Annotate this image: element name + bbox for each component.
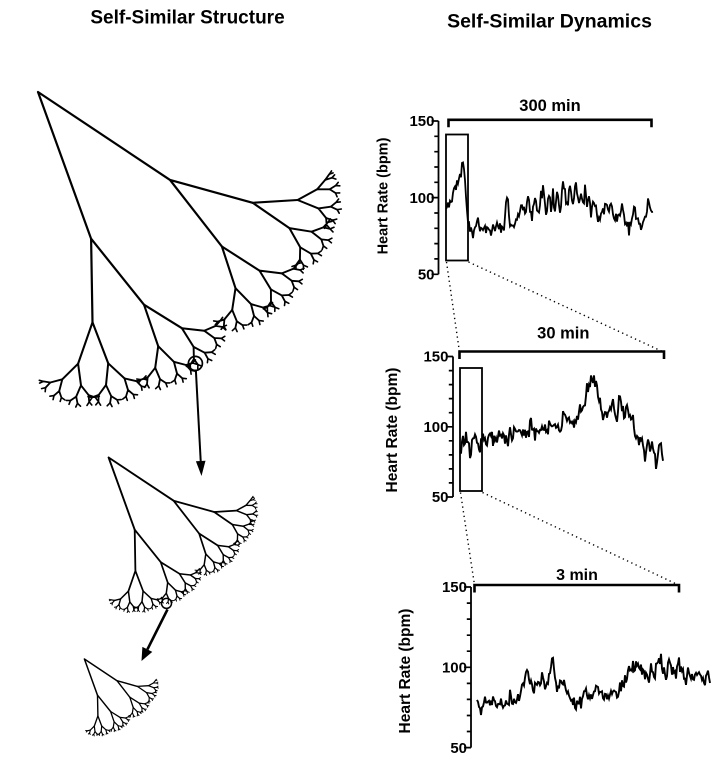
svg-text:50: 50 [418, 267, 435, 284]
svg-text:100: 100 [442, 660, 467, 677]
svg-text:3 min: 3 min [556, 567, 598, 584]
svg-text:Self-Similar Dynamics: Self-Similar Dynamics [447, 11, 652, 33]
svg-text:150: 150 [409, 113, 434, 130]
svg-text:Heart Rate (bpm): Heart Rate (bpm) [376, 137, 392, 254]
svg-text:300 min: 300 min [519, 97, 580, 115]
svg-text:100: 100 [409, 190, 434, 207]
svg-text:Self-Similar Structure: Self-Similar Structure [90, 7, 284, 28]
svg-text:Heart Rate (bpm): Heart Rate (bpm) [397, 609, 414, 734]
svg-text:50: 50 [450, 740, 467, 757]
svg-text:100: 100 [423, 419, 448, 436]
svg-text:150: 150 [442, 579, 467, 596]
svg-text:Heart Rate (bpm): Heart Rate (bpm) [384, 368, 401, 493]
svg-text:150: 150 [423, 349, 448, 366]
svg-text:50: 50 [432, 489, 449, 506]
svg-text:30 min: 30 min [537, 324, 589, 342]
